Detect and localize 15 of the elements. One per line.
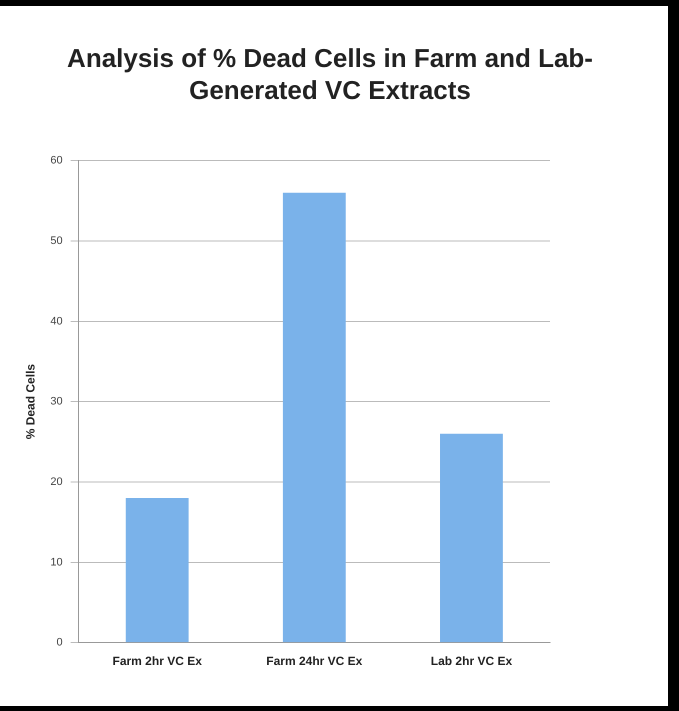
y-tick-label: 30 [50, 396, 63, 408]
y-tick-label: 10 [50, 556, 63, 568]
y-tick-label: 50 [50, 234, 63, 247]
x-tick-label: Farm 2hr VC Ex [112, 654, 202, 668]
y-tick-label: 20 [50, 476, 63, 488]
x-tick-label: Lab 2hr VC Ex [430, 654, 512, 668]
bar [282, 192, 346, 642]
bar [126, 498, 189, 642]
y-tick-label: 40 [50, 315, 63, 328]
y-axis-title: % Dead Cells [24, 364, 38, 440]
chart-title: Analysis of % Dead Cells in Farm and Lab-Generated VC Extracts [66, 42, 594, 106]
bar [440, 434, 503, 642]
x-tick-label: Farm 24hr VC Ex [266, 654, 363, 668]
y-tick-label: 0 [56, 636, 63, 649]
y-tick-label: 60 [50, 154, 63, 167]
